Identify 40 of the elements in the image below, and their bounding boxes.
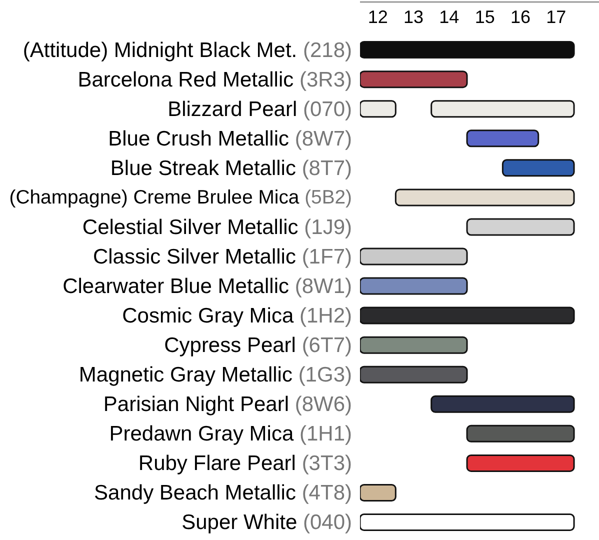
y-tick-label: Classic Silver Metallic (1F7) [92,244,352,268]
y-tick-label: Cypress Pearl (6T7) [164,334,352,357]
bar [360,484,396,502]
x-tick-label: 13 [403,6,424,27]
y-tick-label: (Attitude) Midnight Black Met. (218) [22,38,352,62]
y-tick-label: Ruby Flare Pearl (3T3) [138,452,352,475]
y-tick-label: Blue Streak Metallic (8T7) [110,156,352,180]
bar [360,277,468,295]
y-tick-label: Magnetic Gray Metallic (1G3) [78,363,352,386]
bar [430,100,575,118]
y-tick-label: Blizzard Pearl (070) [168,97,352,120]
y-tick-label: Sandy Beach Metallic (4T8) [94,481,352,504]
bar [466,130,540,148]
bar [466,218,575,236]
bar [466,424,575,442]
bar [360,306,575,324]
x-tick-label: 15 [474,6,495,27]
bar [466,454,575,472]
bar [430,395,575,413]
bar [360,514,575,532]
bar [360,70,468,88]
bar [394,188,575,206]
bar [360,41,575,59]
y-tick-label: Predawn Gray Mica (1H1) [109,422,352,446]
y-tick-label: Blue Crush Metallic (8W7) [108,126,352,150]
x-tick-label: 12 [368,6,388,27]
y-tick-label: Clearwater Blue Metallic (8W1) [62,274,352,298]
y-tick-label: Parisian Night Pearl (8W6) [103,392,352,416]
x-tick-label: 16 [510,6,531,27]
x-tick-label: 17 [546,6,566,27]
y-tick-label: Super White (040) [182,510,352,534]
bar [360,336,468,354]
y-tick-label: Celestial Silver Metallic (1J9) [82,215,352,238]
y-tick-label: Cosmic Gray Mica (1H2) [122,304,352,328]
bar [360,248,468,266]
y-tick-label: Barcelona Red Metallic (3R3) [78,68,352,91]
y-tick-label: (Champagne) Creme Brulee Mica (5B2) [9,186,352,208]
bar [360,366,468,384]
x-tick-label: 14 [439,6,460,27]
bar [502,159,575,177]
